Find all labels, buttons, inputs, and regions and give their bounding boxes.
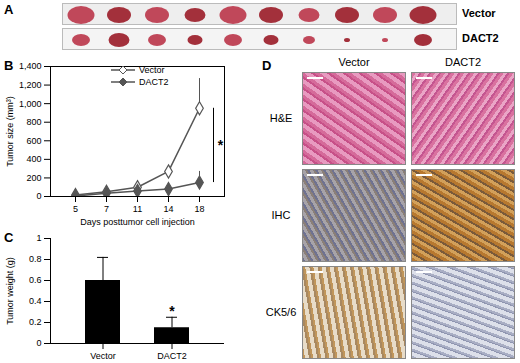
svg-text:0.8: 0.8 xyxy=(29,254,42,264)
svg-text:14: 14 xyxy=(163,204,173,214)
svg-text:1: 1 xyxy=(36,233,41,243)
svg-text:200: 200 xyxy=(26,173,41,183)
svg-text:Vector: Vector xyxy=(90,351,116,361)
html-text:DACT2: DACT2 xyxy=(445,56,481,68)
html-text:Vector: Vector xyxy=(139,65,165,75)
html-text:A: A xyxy=(4,2,14,17)
svg-text:0.6: 0.6 xyxy=(29,275,42,285)
html-text:IHC: IHC xyxy=(271,208,291,221)
svg-text:*: * xyxy=(169,303,175,319)
svg-text:Days posttumor cell injection: Days posttumor cell injection xyxy=(80,217,195,227)
svg-text:800: 800 xyxy=(26,117,41,127)
html-text:Vector: Vector xyxy=(338,56,370,68)
svg-text:7: 7 xyxy=(104,204,109,214)
svg-text:600: 600 xyxy=(26,136,41,146)
svg-text:0.2: 0.2 xyxy=(29,317,42,327)
svg-text:Tumor size (mm³): Tumor size (mm³) xyxy=(5,96,15,167)
html-text:CK5/6: CK5/6 xyxy=(265,305,297,318)
html-text:Vector: Vector xyxy=(462,7,496,19)
svg-text:1,200: 1,200 xyxy=(19,80,42,90)
html-text:B: B xyxy=(4,58,14,73)
svg-text:0: 0 xyxy=(36,338,41,348)
svg-text:11: 11 xyxy=(133,204,142,214)
svg-text:5: 5 xyxy=(73,204,78,214)
svg-text:1,400: 1,400 xyxy=(19,61,42,71)
svg-text:18: 18 xyxy=(194,204,204,214)
svg-text:Tumor weight (g): Tumor weight (g) xyxy=(5,257,15,325)
html-text:DACT2: DACT2 xyxy=(139,77,169,87)
html-text:C: C xyxy=(4,230,14,245)
svg-text:0.4: 0.4 xyxy=(29,296,42,306)
svg-text:*: * xyxy=(218,137,224,153)
svg-text:1,000: 1,000 xyxy=(19,99,42,109)
svg-text:400: 400 xyxy=(26,154,41,164)
svg-text:0: 0 xyxy=(36,191,41,201)
html-text:DACT2: DACT2 xyxy=(462,32,499,44)
html-text:D: D xyxy=(262,58,272,73)
html-text:H&E: H&E xyxy=(269,111,293,124)
svg-text:DACT2: DACT2 xyxy=(157,351,187,361)
